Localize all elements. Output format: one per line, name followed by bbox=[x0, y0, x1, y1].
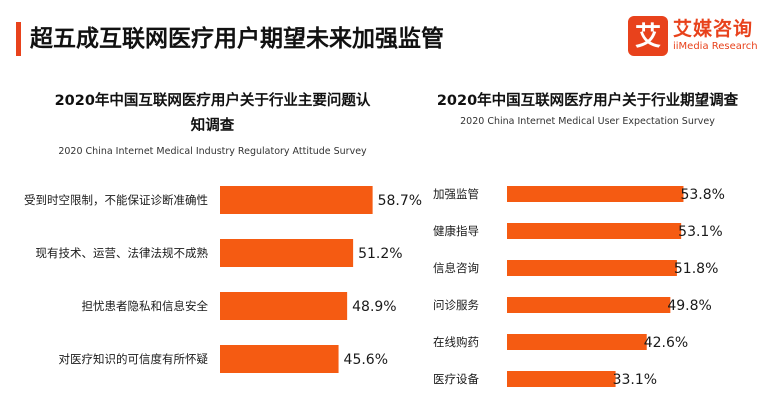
right-chart-category-label: 医疗设备 bbox=[433, 372, 479, 386]
right-chart-bar bbox=[507, 186, 684, 202]
logo-text-en: iiMedia Research bbox=[673, 41, 758, 52]
left-chart-value-label: 58.7% bbox=[378, 193, 422, 209]
left-chart-title-line1: 2020年中国互联网医疗用户关于行业主要问题认 bbox=[54, 93, 371, 109]
right-chart-value-label: 33.1% bbox=[613, 372, 657, 388]
left-bar-chart: 受到时空限制，不能保证诊断准确性 58.7% 现有技术、运营、法律法规不成熟 51.2… bbox=[24, 186, 422, 373]
svg-text:艾: 艾 bbox=[635, 22, 661, 52]
right-chart-category-label: 信息咨询 bbox=[433, 261, 479, 275]
left-chart-bar bbox=[220, 186, 373, 214]
right-chart-value-label: 53.1% bbox=[678, 224, 722, 240]
left-chart-title: 2020年中国互联网医疗用户关于行业主要问题认 知调查 bbox=[10, 89, 415, 139]
right-chart-value-label: 42.6% bbox=[644, 335, 688, 351]
left-chart-category-label: 担忧患者隐私和信息安全 bbox=[82, 299, 209, 313]
right-chart-category-label: 在线购药 bbox=[433, 335, 479, 349]
right-chart-category-label: 健康指导 bbox=[433, 224, 479, 238]
left-chart-category-label: 对医疗知识的可信度有所怀疑 bbox=[59, 352, 209, 366]
left-chart-subtitle: 2020 China Internet Medical Industry Reg… bbox=[58, 146, 367, 157]
logo-text-cn: 艾媒咨询 bbox=[673, 18, 754, 40]
right-chart-bar bbox=[507, 371, 616, 387]
left-chart-value-label: 48.9% bbox=[352, 299, 396, 315]
left-chart-bar bbox=[220, 292, 348, 320]
right-chart-subtitle: 2020 China Internet Medical User Expecta… bbox=[460, 116, 715, 127]
left-chart-value-label: 45.6% bbox=[344, 352, 388, 368]
right-bar-chart: 加强监管 53.8% 健康指导 53.1% 信息咨询 51.8% 问诊服务 49.8% 在线购药… bbox=[433, 186, 725, 388]
right-chart-category-label: 问诊服务 bbox=[433, 298, 479, 312]
right-chart-value-label: 49.8% bbox=[667, 298, 711, 314]
title-accent-bar bbox=[16, 22, 21, 56]
right-chart-bar bbox=[507, 260, 677, 276]
page-title: 超五成互联网医疗用户期望未来加强监管 bbox=[30, 26, 444, 52]
logo-badge-icon: 艾 bbox=[628, 16, 668, 56]
iimedia-logo: 艾 艾媒咨询 iiMedia Research bbox=[628, 14, 766, 64]
left-chart-category-label: 受到时空限制，不能保证诊断准确性 bbox=[24, 193, 208, 207]
right-chart-value-label: 51.8% bbox=[674, 261, 718, 277]
logo-glyph-icon: 艾 bbox=[635, 22, 661, 52]
right-chart-title: 2020年中国互联网医疗用户关于行业期望调查 bbox=[436, 93, 739, 109]
left-chart-bar bbox=[220, 239, 354, 267]
right-chart-bar bbox=[507, 334, 647, 350]
right-chart-category-label: 加强监管 bbox=[433, 187, 479, 201]
right-chart-bar bbox=[507, 223, 682, 239]
right-chart-bar bbox=[507, 297, 671, 313]
left-chart-title-line2: 知调查 bbox=[190, 118, 235, 134]
left-chart-bar bbox=[220, 345, 339, 373]
right-chart-value-label: 53.8% bbox=[680, 187, 724, 203]
left-chart-value-label: 51.2% bbox=[358, 246, 402, 262]
left-chart-category-label: 现有技术、运营、法律法规不成熟 bbox=[36, 246, 209, 260]
